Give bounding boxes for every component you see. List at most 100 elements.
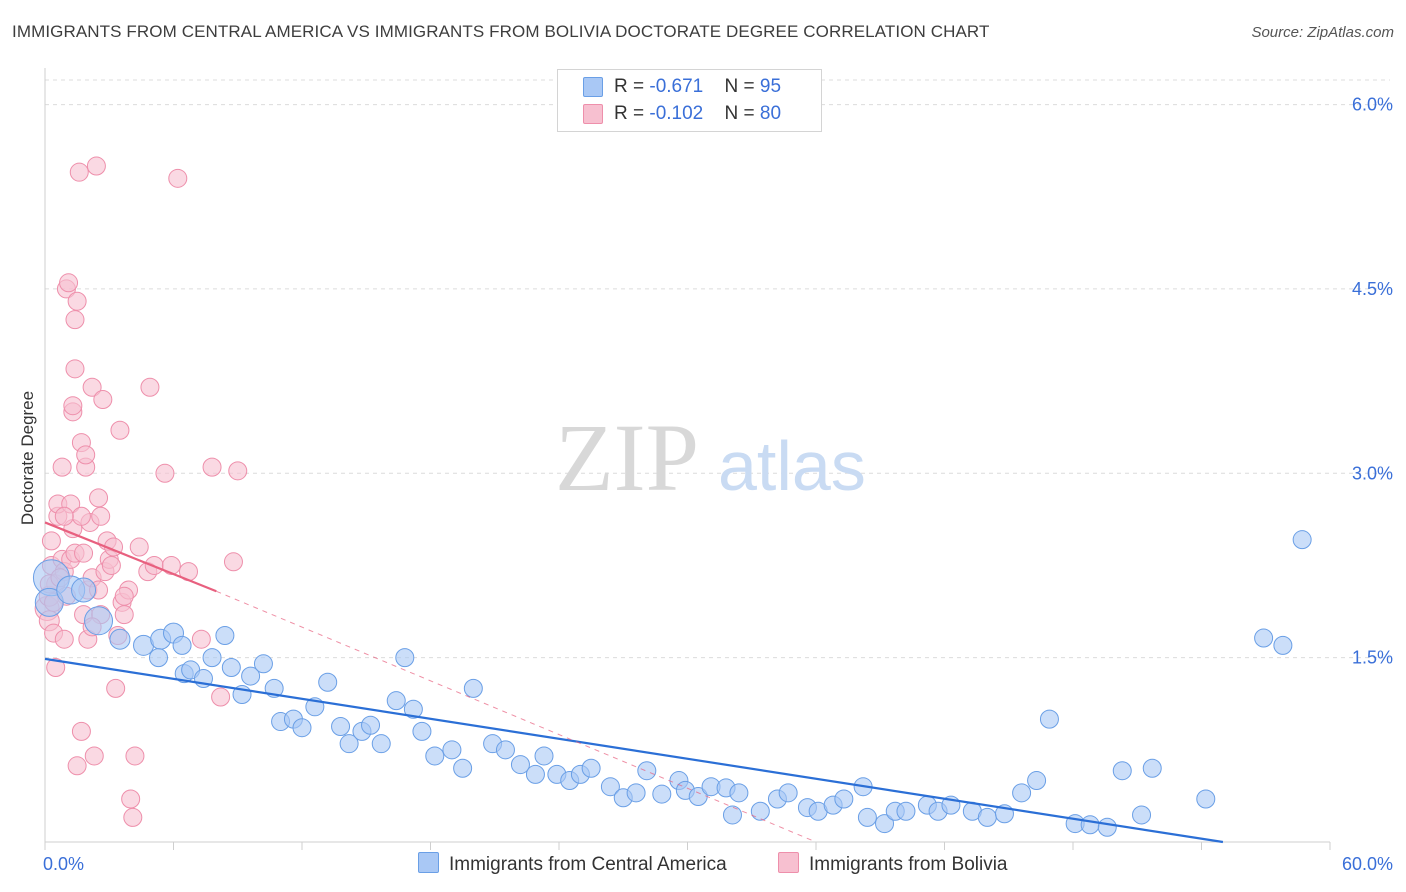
legend-n-value: 80 — [759, 103, 782, 124]
central-america-point — [241, 666, 261, 686]
bolivia-points — [34, 156, 248, 827]
central-america-point — [1097, 817, 1117, 837]
central-america-point — [834, 789, 854, 809]
bolivia-point — [123, 807, 143, 827]
central-america-point — [875, 814, 895, 834]
central-america-point — [149, 648, 169, 668]
watermark-atlas: atlas — [718, 427, 866, 505]
correlation-legend: R = -0.671 N = 95 R = -0.102 N = 80 — [557, 69, 822, 132]
bolivia-point — [46, 657, 66, 677]
central-america-point — [495, 740, 515, 760]
bolivia-point — [140, 377, 160, 397]
legend-r-label: R = — [614, 76, 650, 97]
central-america-point — [534, 746, 554, 766]
x-tick-label-min: 0.0% — [43, 854, 84, 874]
watermark-zip: ZIP — [555, 404, 699, 511]
axis-labels: 1.5% 3.0% 4.5% 6.0% 0.0% 60.0% Doctorate Degre… — [18, 95, 1393, 874]
central-america-point — [581, 758, 601, 778]
bolivia-point — [202, 457, 222, 477]
central-america-point — [652, 784, 672, 804]
central-america-point — [463, 678, 483, 698]
central-america-point — [215, 626, 235, 646]
central-america-point — [453, 758, 473, 778]
y-tick-label: 4.5% — [1352, 279, 1393, 299]
central-america-point — [750, 801, 770, 821]
bolivia-point — [63, 396, 83, 416]
central-america-point — [1112, 761, 1132, 781]
chart-title: IMMIGRANTS FROM CENTRAL AMERICA VS IMMIG… — [12, 22, 990, 41]
bottom-legend-central-america: Immigrants from Central America — [418, 852, 727, 876]
trend-lines — [44, 521, 1224, 844]
bolivia-point — [114, 586, 134, 606]
central-america-points — [32, 530, 1312, 837]
central-america-point — [977, 807, 997, 827]
central-america-point — [729, 783, 749, 803]
bolivia-point — [67, 756, 87, 776]
y-tick-label: 6.0% — [1352, 95, 1393, 115]
central-america-point — [600, 777, 620, 797]
bolivia-point — [74, 543, 94, 563]
central-america-point — [510, 755, 530, 775]
bolivia-point — [191, 629, 211, 649]
central-america-point — [1254, 628, 1274, 648]
source-credit: Source: ZipAtlas.com — [1251, 24, 1394, 41]
bolivia-point — [54, 506, 74, 526]
central-america-point — [722, 805, 742, 825]
x-tick-label-max: 60.0% — [1342, 854, 1393, 874]
bolivia-point — [86, 156, 106, 176]
central-america-point — [371, 734, 391, 754]
bottom-legend-bolivia: Immigrants from Bolivia — [778, 852, 1008, 876]
central-america-point — [339, 734, 359, 754]
bolivia-point — [121, 789, 141, 809]
central-america-point — [1132, 805, 1152, 825]
central-america-point — [331, 716, 351, 736]
central-america-point — [525, 764, 545, 784]
bolivia-point — [125, 746, 145, 766]
bottom-legend-swatch-blue — [418, 852, 439, 873]
central-america-point — [896, 801, 916, 821]
central-america-point — [109, 628, 131, 650]
central-america-point — [253, 654, 273, 674]
legend-row-bolivia: R = -0.102 N = 80 — [583, 103, 782, 125]
bolivia-point — [59, 273, 79, 293]
central-america-point — [1292, 530, 1312, 550]
central-america-point — [84, 606, 114, 636]
central-america-point — [425, 746, 445, 766]
bolivia-point — [67, 291, 87, 311]
bolivia-point — [76, 445, 96, 465]
bolivia-point — [93, 390, 113, 410]
bolivia-point — [65, 359, 85, 379]
y-axis-title: Doctorate Degree — [18, 391, 37, 525]
bolivia-trend-extension — [216, 590, 817, 843]
bolivia-point — [41, 531, 61, 551]
y-tick-label: 3.0% — [1352, 463, 1393, 483]
y-tick-label: 1.5% — [1352, 648, 1393, 668]
central-america-point — [403, 699, 423, 719]
central-america-point — [172, 635, 192, 655]
bolivia-point — [84, 746, 104, 766]
bolivia-point — [155, 463, 175, 483]
central-america-point — [626, 783, 646, 803]
central-america-point — [1196, 789, 1216, 809]
bolivia-point — [129, 537, 149, 557]
bottom-legend-label: Immigrants from Bolivia — [809, 854, 1008, 875]
central-america-point — [442, 740, 462, 760]
bolivia-point — [52, 457, 72, 477]
bolivia-trend-line — [44, 521, 217, 593]
bolivia-point — [65, 310, 85, 330]
bolivia-point — [161, 555, 181, 575]
legend-swatch-pink — [583, 104, 603, 124]
central-america-point — [1027, 771, 1047, 791]
central-america-point — [386, 691, 406, 711]
central-america-point — [292, 718, 312, 738]
central-america-point — [1142, 758, 1162, 778]
legend-n-label: N = — [724, 103, 760, 124]
legend-n-label: N = — [724, 76, 760, 97]
bolivia-point — [228, 461, 248, 481]
grid-lines — [45, 79, 1390, 659]
central-america-point — [221, 657, 241, 677]
central-america-trend-line — [44, 657, 1224, 844]
bolivia-point — [54, 629, 74, 649]
central-america-point — [1273, 635, 1293, 655]
